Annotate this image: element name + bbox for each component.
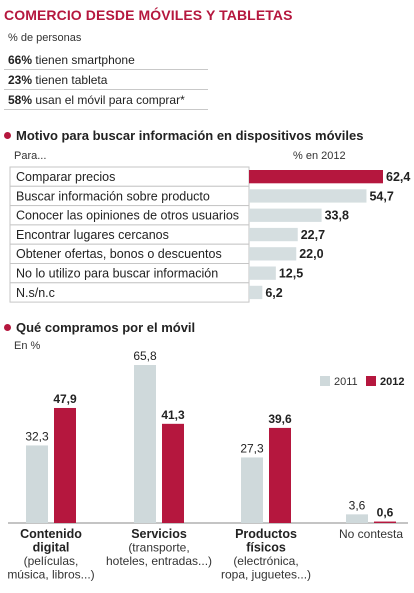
bar [162, 423, 184, 523]
stat-row: 58% usan el móvil para comprar* [4, 90, 208, 110]
category-detail: hoteles, entradas...) [106, 554, 212, 568]
legend-swatch-2012 [366, 376, 376, 386]
value-label: 22,0 [299, 247, 323, 261]
legend-label-2012: 2012 [380, 376, 404, 388]
chart2-title: Qué compramos por el móvil [16, 320, 196, 335]
category-label: N.s/n.c [16, 286, 55, 300]
stat-row: 66% tienen smartphone [4, 50, 208, 70]
stat-text: usan el móvil para comprar* [35, 93, 185, 107]
category-label: Conocer las opiniones de otros usuarios [16, 209, 239, 223]
stat-text: tienen tableta [35, 73, 108, 87]
category-detail: (electrónica, [233, 554, 298, 568]
bar [249, 227, 298, 242]
value-label: 3,6 [349, 498, 366, 512]
unit-label: % de personas [8, 32, 82, 44]
category-label: No lo utilizo para buscar información [16, 267, 218, 281]
bar [249, 208, 322, 222]
legend-label-2011: 2011 [334, 376, 358, 388]
category-label: digital [33, 541, 70, 555]
value-label: 47,9 [53, 392, 77, 406]
stat-row: 23% tienen tableta [4, 70, 208, 90]
category-label: Obtener ofertas, bonos o descuentos [16, 247, 222, 261]
chart2-ylabel: En % [14, 340, 41, 352]
section-title-compras: Qué compramos por el móvil [4, 320, 195, 335]
horizontal-bar-chart: Comparar precios 62,4 Buscar información s… [9, 166, 410, 303]
legend-swatch-2011 [320, 376, 330, 386]
category-detail: No contesta [339, 527, 403, 541]
bar [249, 266, 276, 280]
stat-value: 23% [8, 73, 33, 87]
stat-value: 66% [8, 53, 33, 67]
category-label: físicos [246, 541, 286, 555]
bar [54, 407, 76, 523]
category-label: Comparar precios [16, 170, 115, 184]
value-label: 32,3 [25, 429, 49, 443]
value-label: 22,7 [301, 228, 325, 242]
chart1-title: Motivo para buscar información en dispos… [16, 128, 364, 143]
value-label: 39,6 [268, 412, 292, 426]
stat-text: tienen smartphone [35, 53, 135, 67]
bullet-dot-icon [4, 324, 11, 331]
category-label: Buscar información sobre producto [16, 189, 210, 203]
bar [249, 285, 263, 300]
section-title-motivo: Motivo para buscar información en dispos… [4, 128, 363, 143]
bar [269, 427, 291, 523]
value-label: 62,4 [386, 170, 410, 184]
value-label: 0,6 [377, 506, 394, 520]
category-detail: ropa, juguetes...) [221, 568, 311, 582]
bar [26, 445, 48, 523]
value-label: 27,3 [240, 441, 264, 455]
category-detail: (películas, [24, 554, 79, 568]
bar [134, 365, 156, 523]
bullet-dot-icon [4, 132, 11, 139]
value-label: 33,8 [325, 209, 349, 223]
bar [249, 189, 367, 203]
bar [241, 457, 263, 523]
value-label: 41,3 [161, 408, 185, 422]
chart1-value-header: % en 2012 [293, 150, 346, 162]
bar [249, 170, 383, 184]
bar [249, 247, 297, 261]
category-label: Productos [235, 527, 297, 541]
value-label: 54,7 [369, 189, 393, 203]
bar [346, 514, 368, 523]
category-label: Encontrar lugares cercanos [16, 228, 169, 242]
value-label: 6,2 [265, 286, 282, 300]
vertical-bar-chart: 2011 2012 32,3 47,9 Contenidodigital(películ… [7, 349, 408, 582]
value-label: 65,8 [133, 349, 157, 363]
category-detail: (transporte, [128, 541, 189, 555]
stat-value: 58% [8, 93, 33, 107]
category-label: Servicios [131, 527, 187, 541]
category-detail: música, libros...) [7, 568, 94, 582]
bar [374, 521, 396, 523]
page-title: COMERCIO DESDE MÓVILES Y TABLETAS [4, 7, 293, 23]
category-label: Contenido [20, 527, 82, 541]
value-label: 12,5 [279, 267, 303, 281]
chart1-row-header: Para... [14, 150, 47, 162]
